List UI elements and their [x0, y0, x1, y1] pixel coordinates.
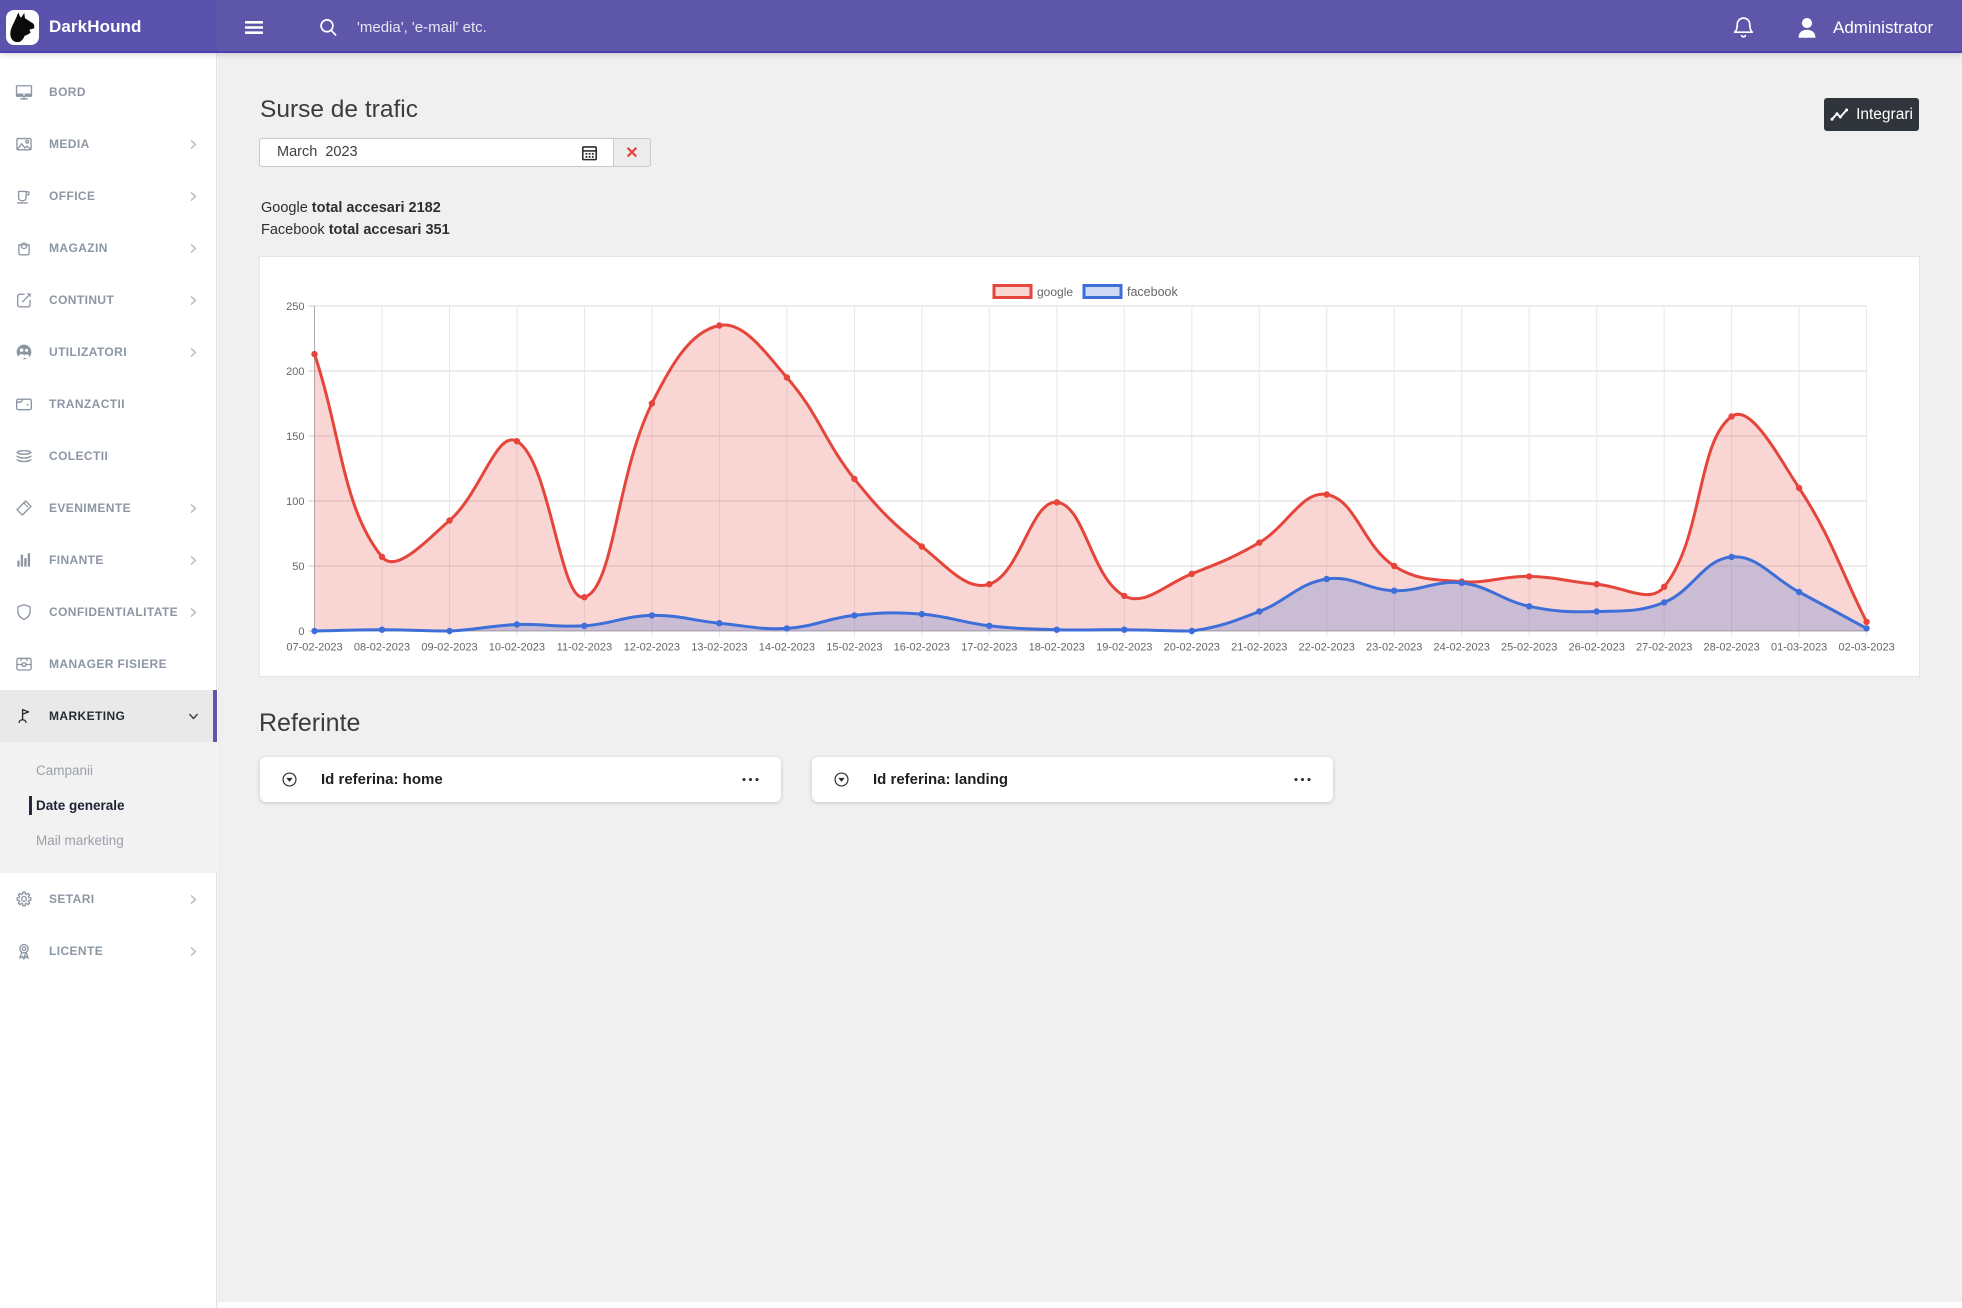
svg-text:23-02-2023: 23-02-2023	[1366, 642, 1422, 654]
svg-text:02-03-2023: 02-03-2023	[1838, 642, 1894, 654]
svg-text:google: google	[1037, 285, 1073, 299]
svg-text:150: 150	[286, 431, 304, 443]
svg-text:15-02-2023: 15-02-2023	[826, 642, 882, 654]
svg-text:21-02-2023: 21-02-2023	[1231, 642, 1287, 654]
svg-text:20-02-2023: 20-02-2023	[1164, 642, 1220, 654]
svg-text:14-02-2023: 14-02-2023	[759, 642, 815, 654]
svg-text:11-02-2023: 11-02-2023	[557, 642, 612, 654]
svg-text:18-02-2023: 18-02-2023	[1029, 642, 1085, 654]
svg-text:12-02-2023: 12-02-2023	[624, 642, 680, 654]
svg-text:09-02-2023: 09-02-2023	[421, 642, 477, 654]
svg-text:16-02-2023: 16-02-2023	[894, 642, 950, 654]
svg-text:50: 50	[292, 561, 304, 573]
svg-text:0: 0	[298, 626, 304, 638]
svg-text:100: 100	[286, 496, 304, 508]
svg-text:10-02-2023: 10-02-2023	[489, 642, 545, 654]
svg-text:250: 250	[286, 301, 304, 313]
svg-text:19-02-2023: 19-02-2023	[1096, 642, 1152, 654]
svg-text:25-02-2023: 25-02-2023	[1501, 642, 1557, 654]
svg-text:28-02-2023: 28-02-2023	[1703, 642, 1759, 654]
svg-text:200: 200	[286, 366, 304, 378]
svg-text:24-02-2023: 24-02-2023	[1434, 642, 1490, 654]
svg-text:01-03-2023: 01-03-2023	[1771, 642, 1827, 654]
svg-text:08-02-2023: 08-02-2023	[354, 642, 410, 654]
svg-text:26-02-2023: 26-02-2023	[1569, 642, 1625, 654]
svg-text:27-02-2023: 27-02-2023	[1636, 642, 1692, 654]
svg-text:22-02-2023: 22-02-2023	[1299, 642, 1355, 654]
svg-text:13-02-2023: 13-02-2023	[691, 642, 747, 654]
svg-text:17-02-2023: 17-02-2023	[961, 642, 1017, 654]
svg-text:07-02-2023: 07-02-2023	[286, 642, 342, 654]
svg-text:facebook: facebook	[1127, 285, 1178, 299]
